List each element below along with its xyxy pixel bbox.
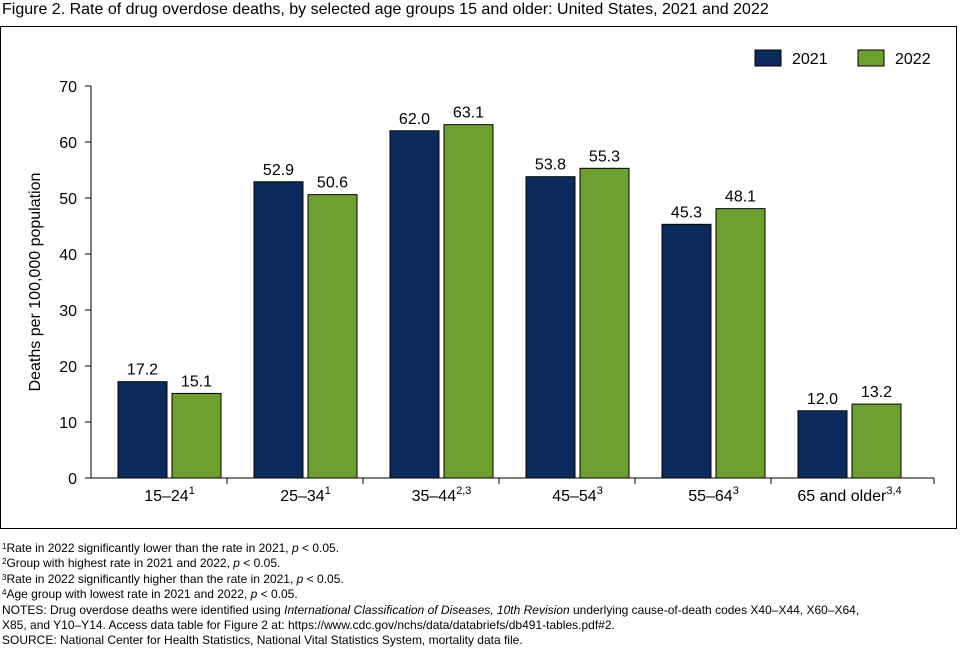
bar [525,176,576,479]
chart-legend: 2021 2022 [754,49,931,68]
bar [797,410,848,479]
bar [851,403,902,479]
bar-value-label: 12.0 [807,391,838,408]
y-axis: 0 10 20 30 40 50 60 70 [59,79,92,488]
bar [579,167,630,479]
bar [661,223,712,479]
legend-swatch [857,49,885,67]
y-tick-label: 60 [59,135,77,152]
x-tick-label: 55–643 [688,485,739,505]
bar-value-label: 62.0 [399,111,430,128]
series-2021: 17.2 52.9 62.0 53.8 45.3 12.0 [117,111,848,479]
bar-value-label: 55.3 [589,148,620,165]
bar [715,208,766,479]
bar-value-label: 48.1 [725,189,756,206]
x-tick-label: 25–341 [280,485,331,505]
y-tick-label: 40 [59,247,77,264]
footnotes: 1Rate in 2022 significantly lower than t… [2,541,957,649]
y-axis-label: Deaths per 100,000 population [27,173,44,392]
bar-value-label: 15.1 [181,373,212,390]
x-tick-label: 15–241 [144,485,195,505]
notes-text: NOTES: Drug overdose deaths were identif… [2,602,860,617]
x-tick-label: 35–442,3 [412,485,472,505]
bar [443,124,494,479]
bar [307,194,358,479]
y-tick-label: 10 [59,415,77,432]
figure-title: Figure 2. Rate of drug overdose deaths, … [2,1,769,18]
bar-value-label: 13.2 [861,384,892,401]
bar-value-label: 17.2 [127,362,158,379]
bar [389,130,440,479]
footnote-2: 2Group with highest rate in 2021 and 202… [2,556,281,571]
footnote-1: 1Rate in 2022 significantly lower than t… [2,541,340,555]
x-tick-label: 45–543 [552,485,603,505]
bar-value-label: 63.1 [453,105,484,122]
x-tick-label: 65 and older3,4 [797,485,901,505]
bar-series: 17.2 52.9 62.0 53.8 45.3 12.0 15.1 50.6 63.1 55.3… [117,105,902,479]
legend-swatch [754,49,782,67]
legend-label: 2022 [895,51,931,68]
footnote-3: 3Rate in 2022 significantly higher than … [2,571,344,586]
y-tick-label: 30 [59,303,77,320]
footnote-4: 4Age group with lowest rate in 2021 and … [2,587,298,602]
bar-value-label: 45.3 [671,204,702,221]
y-tick-label: 0 [68,471,77,488]
y-tick-label: 70 [59,79,77,96]
y-tick-label: 20 [59,359,77,376]
x-axis: 15–241 25–341 35–442,3 45–543 55–643 65 and o… [91,477,935,505]
bar-chart: 2021 2022 0 10 20 30 40 50 60 70 15–241 25–341 35–… [27,49,935,505]
legend-label: 2021 [792,51,828,68]
bar-value-label: 52.9 [263,162,294,179]
bar [171,392,222,479]
bar [253,181,304,479]
bar-value-label: 53.8 [535,157,566,174]
bar [117,381,168,479]
bar-value-label: 50.6 [317,175,348,192]
chart-frame [0,26,957,529]
notes-text-line-2: X85, and Y10–Y14. Access data table for … [2,618,615,633]
y-tick-label: 50 [59,191,77,208]
series-2022: 15.1 50.6 63.1 55.3 48.1 13.2 [171,105,902,479]
source-text: SOURCE: National Center for Health Stati… [2,633,523,648]
